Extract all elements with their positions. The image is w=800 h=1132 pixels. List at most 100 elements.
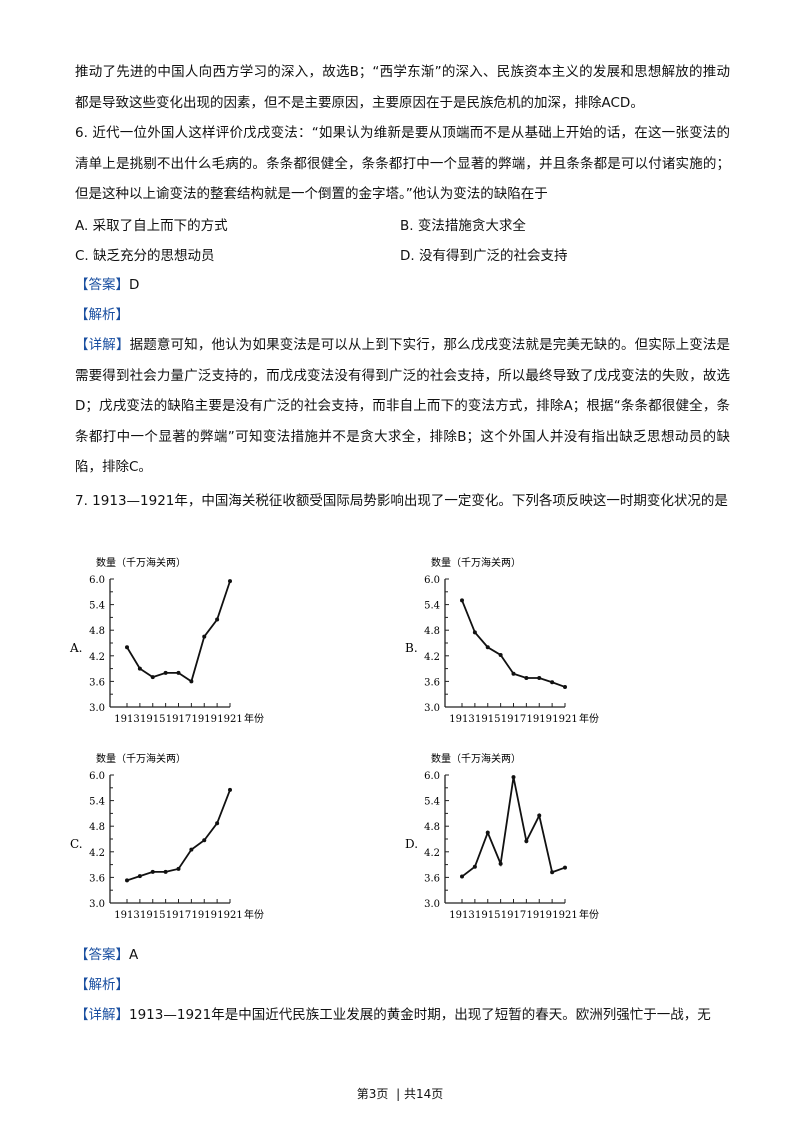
- q7-detail: 【详解】1913—1921年是中国近代民族工业发展的黄金时期，出现了短暂的春天。…: [75, 1000, 730, 1031]
- data-point-1921: [228, 579, 232, 584]
- data-point-1914: [137, 874, 142, 879]
- q6-detail: 【详解】据题意可知，他认为如果变法是可以从上到下实行，那么戊戌变法就是完美无缺的…: [75, 330, 730, 483]
- answer-label: 【答案】: [75, 277, 129, 293]
- page-footer: 第3页 | 共14页: [0, 1085, 800, 1102]
- x-tick-label: 1919: [527, 714, 552, 725]
- x-tick-label: 1913: [449, 714, 474, 725]
- y-axis-label: 数量（千万海关两）: [431, 556, 521, 569]
- y-tick-label: 3.6: [89, 873, 105, 884]
- x-axis-label: 年份: [579, 908, 599, 921]
- data-point-1919: [537, 675, 542, 680]
- data-point-1921: [563, 684, 567, 689]
- data-point-1919: [202, 634, 207, 639]
- x-tick-label: 1921: [552, 714, 577, 725]
- page-total: 共14页: [403, 1087, 444, 1101]
- data-point-1915: [485, 830, 490, 835]
- data-point-1913: [125, 878, 129, 883]
- detail-label: 【详解】: [75, 337, 130, 353]
- y-tick-label: 4.2: [89, 652, 105, 663]
- x-tick-label: 1917: [501, 910, 526, 921]
- answer-label: 【答案】: [75, 947, 129, 963]
- question-7: 7. 1913—1921年，中国海关税征收额受国际局势影响出现了一定变化。下列各…: [75, 493, 728, 509]
- x-axis-label: 年份: [244, 908, 264, 921]
- y-tick-label: 3.0: [89, 703, 105, 714]
- page-number: 第3页: [356, 1087, 389, 1101]
- y-tick-label: 3.6: [89, 677, 105, 688]
- series-line: [126, 580, 231, 683]
- x-axis-label: 年份: [244, 712, 264, 725]
- data-point-1916: [163, 869, 168, 874]
- x-axis-label: 年份: [579, 712, 599, 725]
- data-point-1920: [215, 821, 220, 826]
- y-tick-label: 6.0: [424, 575, 440, 586]
- option-letter: B.: [405, 641, 418, 655]
- data-point-1917: [511, 671, 516, 676]
- detail-label: 【详解】: [75, 1007, 129, 1023]
- y-tick-label: 4.8: [424, 626, 440, 637]
- separator: |: [396, 1087, 401, 1101]
- y-tick-label: 3.6: [424, 873, 440, 884]
- x-tick-label: 1913: [114, 910, 139, 921]
- paragraph-prev-answer: 推动了先进的中国人向西方学习的深入，故选B；“西学东渐”的深入、民族资本主义的发…: [75, 64, 730, 111]
- x-tick-label: 1915: [140, 910, 165, 921]
- data-point-1914: [472, 630, 477, 635]
- detail-text: 据题意可知，他认为如果变法是可以从上到下实行，那么戊戌变法就是完美无缺的。但实际…: [75, 337, 731, 475]
- data-point-1913: [460, 598, 464, 603]
- answer-value: A: [129, 947, 139, 963]
- y-tick-label: 6.0: [89, 771, 105, 782]
- detail-text: 1913—1921年是中国近代民族工业发展的黄金时期，出现了短暂的春天。欧洲列强…: [129, 1007, 711, 1023]
- x-tick-label: 1919: [192, 714, 217, 725]
- y-tick-label: 4.8: [89, 822, 105, 833]
- data-point-1920: [215, 617, 220, 622]
- y-tick-label: 4.2: [424, 652, 440, 663]
- y-axis-label: 数量（千万海关两）: [431, 752, 521, 765]
- y-tick-label: 6.0: [89, 575, 105, 586]
- y-tick-label: 4.2: [89, 848, 105, 859]
- option-letter: C.: [70, 837, 83, 851]
- data-point-1917: [511, 775, 516, 780]
- x-tick-label: 1917: [166, 910, 191, 921]
- option-letter: A.: [69, 641, 82, 655]
- data-point-1918: [189, 679, 194, 684]
- q6-option-b: B. 变法措施贪大求全: [400, 218, 526, 234]
- data-point-1916: [498, 652, 503, 657]
- x-tick-label: 1915: [475, 910, 500, 921]
- data-point-1918: [524, 839, 529, 844]
- q6-answer: 【答案】D: [75, 270, 139, 300]
- data-point-1920: [550, 870, 555, 875]
- y-tick-label: 3.0: [424, 899, 440, 910]
- data-point-1915: [150, 869, 155, 874]
- q6-option-c: C. 缺乏充分的思想动员: [75, 248, 215, 264]
- y-tick-label: 3.6: [424, 677, 440, 688]
- q7-answer: 【答案】A: [75, 940, 138, 970]
- data-point-1914: [472, 864, 477, 869]
- data-point-1914: [137, 666, 142, 671]
- x-tick-label: 1917: [166, 714, 191, 725]
- y-axis-label: 数量（千万海关两）: [96, 752, 186, 765]
- y-tick-label: 5.4: [424, 601, 440, 612]
- y-tick-label: 5.4: [89, 797, 105, 808]
- data-point-1921: [563, 865, 567, 870]
- data-point-1917: [176, 866, 181, 871]
- data-point-1913: [125, 645, 129, 650]
- series-line: [461, 776, 566, 878]
- x-tick-label: 1915: [140, 714, 165, 725]
- y-tick-label: 5.4: [89, 601, 105, 612]
- data-point-1918: [524, 675, 529, 680]
- answer-value: D: [129, 277, 140, 293]
- option-letter: D.: [405, 837, 418, 851]
- y-tick-label: 4.8: [89, 626, 105, 637]
- x-tick-label: 1919: [527, 910, 552, 921]
- x-tick-label: 1921: [217, 714, 242, 725]
- x-tick-label: 1919: [192, 910, 217, 921]
- q7-analysis-label: 【解析】: [75, 977, 129, 993]
- data-point-1919: [537, 813, 542, 818]
- x-tick-label: 1913: [449, 910, 474, 921]
- data-point-1915: [150, 675, 155, 680]
- data-point-1916: [498, 861, 503, 866]
- y-tick-label: 3.0: [89, 899, 105, 910]
- y-tick-label: 4.2: [424, 848, 440, 859]
